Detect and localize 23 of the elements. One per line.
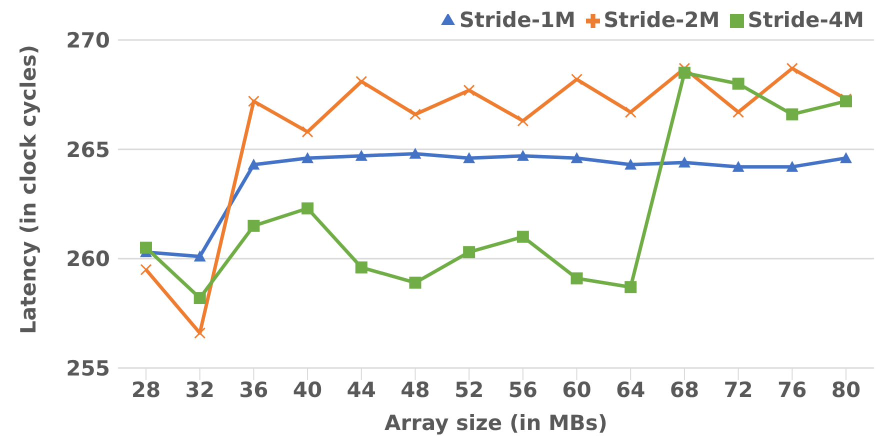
- legend-label: Stride-4M: [748, 8, 864, 32]
- x-tick-label: 64: [616, 378, 646, 402]
- y-axis-title: Latency (in clock cycles): [16, 44, 40, 334]
- x-axis-title: Array size (in MBs): [384, 411, 608, 435]
- x-tick-label: 72: [724, 378, 753, 402]
- x-tick-label: 76: [778, 378, 807, 402]
- legend-label: Stride-1M: [459, 8, 576, 32]
- y-tick-label: 260: [66, 247, 110, 272]
- y-tick-label: 270: [66, 28, 110, 52]
- x-tick-label: 60: [562, 378, 592, 402]
- legend-label: Stride-2M: [604, 8, 720, 32]
- x-tick-label: 56: [508, 378, 538, 402]
- x-tick-label: 52: [454, 378, 484, 402]
- y-tick-label: 255: [66, 356, 110, 380]
- y-tick-label: 265: [66, 138, 110, 162]
- x-tick-label: 68: [670, 378, 700, 402]
- x-tick-label: 32: [185, 378, 214, 402]
- x-tick-label: 36: [239, 378, 268, 402]
- x-tick-label: 48: [400, 378, 430, 402]
- x-tick-label: 80: [831, 378, 861, 402]
- x-tick-label: 28: [131, 378, 161, 402]
- x-tick-label: 40: [292, 378, 322, 402]
- x-tick-label: 44: [346, 378, 376, 402]
